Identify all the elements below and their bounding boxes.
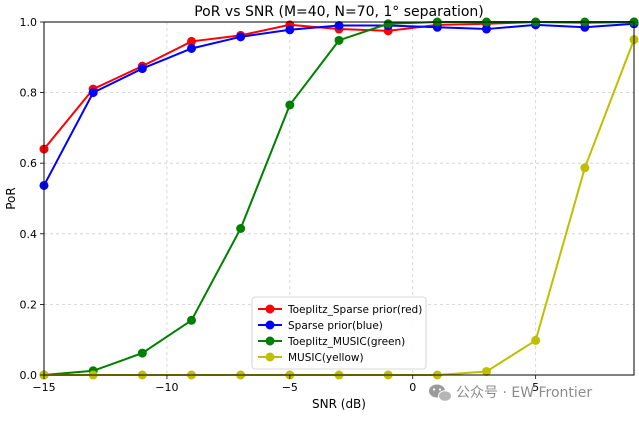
x-tick-label: −15 bbox=[32, 381, 55, 394]
data-point bbox=[236, 32, 246, 42]
y-tick-label: 0.0 bbox=[20, 369, 38, 382]
plot-frame bbox=[43, 21, 635, 376]
legend-marker bbox=[265, 320, 275, 330]
data-point bbox=[285, 100, 295, 110]
legend-marker bbox=[265, 304, 275, 314]
legend-box bbox=[251, 296, 427, 370]
y-tick-label: 0.4 bbox=[20, 228, 38, 241]
chart-title: PoR vs SNR (M=40, N=70, 1° separation) bbox=[194, 4, 484, 20]
x-tick-label: −10 bbox=[155, 381, 178, 394]
y-tick-label: 0.2 bbox=[20, 298, 38, 311]
data-point bbox=[137, 348, 147, 358]
watermark-text: 公众号 · EW Frontier bbox=[456, 385, 592, 401]
data-point bbox=[334, 35, 344, 45]
legend-label: Sparse prior(blue) bbox=[288, 320, 383, 332]
y-tick-label: 1.0 bbox=[20, 16, 38, 29]
data-point bbox=[285, 25, 295, 35]
x-tick-label: −5 bbox=[282, 381, 298, 394]
data-point bbox=[482, 366, 491, 376]
data-point bbox=[334, 21, 344, 31]
y-tick-label: 0.8 bbox=[20, 87, 38, 100]
axis-ticks: −15 −10 −5 0 5 0.0 0.2 0.4 0.6 0.8 1.0 bbox=[20, 16, 540, 394]
data-point bbox=[383, 19, 393, 29]
data-point bbox=[187, 315, 196, 325]
x-tick-label: 0 bbox=[409, 381, 416, 394]
legend-marker bbox=[265, 336, 275, 346]
data-point bbox=[531, 335, 541, 345]
legend-item: Sparse prior(blue) bbox=[258, 320, 383, 332]
legend-label: Toeplitz_Sparse prior(red) bbox=[287, 304, 422, 316]
x-tick-label: 5 bbox=[532, 381, 539, 394]
legend-item: Toeplitz_MUSIC(green) bbox=[258, 336, 405, 348]
data-point bbox=[187, 43, 196, 53]
x-axis-label: SNR (dB) bbox=[312, 397, 366, 411]
legend-label: MUSIC(yellow) bbox=[288, 352, 364, 364]
legend-item: Toeplitz_Sparse prior(red) bbox=[258, 304, 422, 316]
legend-item: MUSIC(yellow) bbox=[258, 352, 364, 364]
legend-label: Toeplitz_MUSIC(green) bbox=[287, 336, 405, 348]
data-point bbox=[482, 24, 491, 34]
legend-marker bbox=[265, 352, 275, 362]
data-point bbox=[88, 88, 98, 98]
data-point bbox=[187, 36, 196, 46]
data-point bbox=[137, 64, 147, 74]
y-axis-label: PoR bbox=[4, 187, 18, 210]
legend: Toeplitz_Sparse prior(red) Sparse prior(b… bbox=[251, 296, 427, 370]
wechat-icon bbox=[429, 384, 452, 402]
y-tick-label: 0.6 bbox=[20, 157, 38, 170]
data-point bbox=[236, 224, 246, 234]
watermark: 公众号 · EW Frontier bbox=[429, 384, 592, 402]
data-point bbox=[580, 163, 590, 173]
